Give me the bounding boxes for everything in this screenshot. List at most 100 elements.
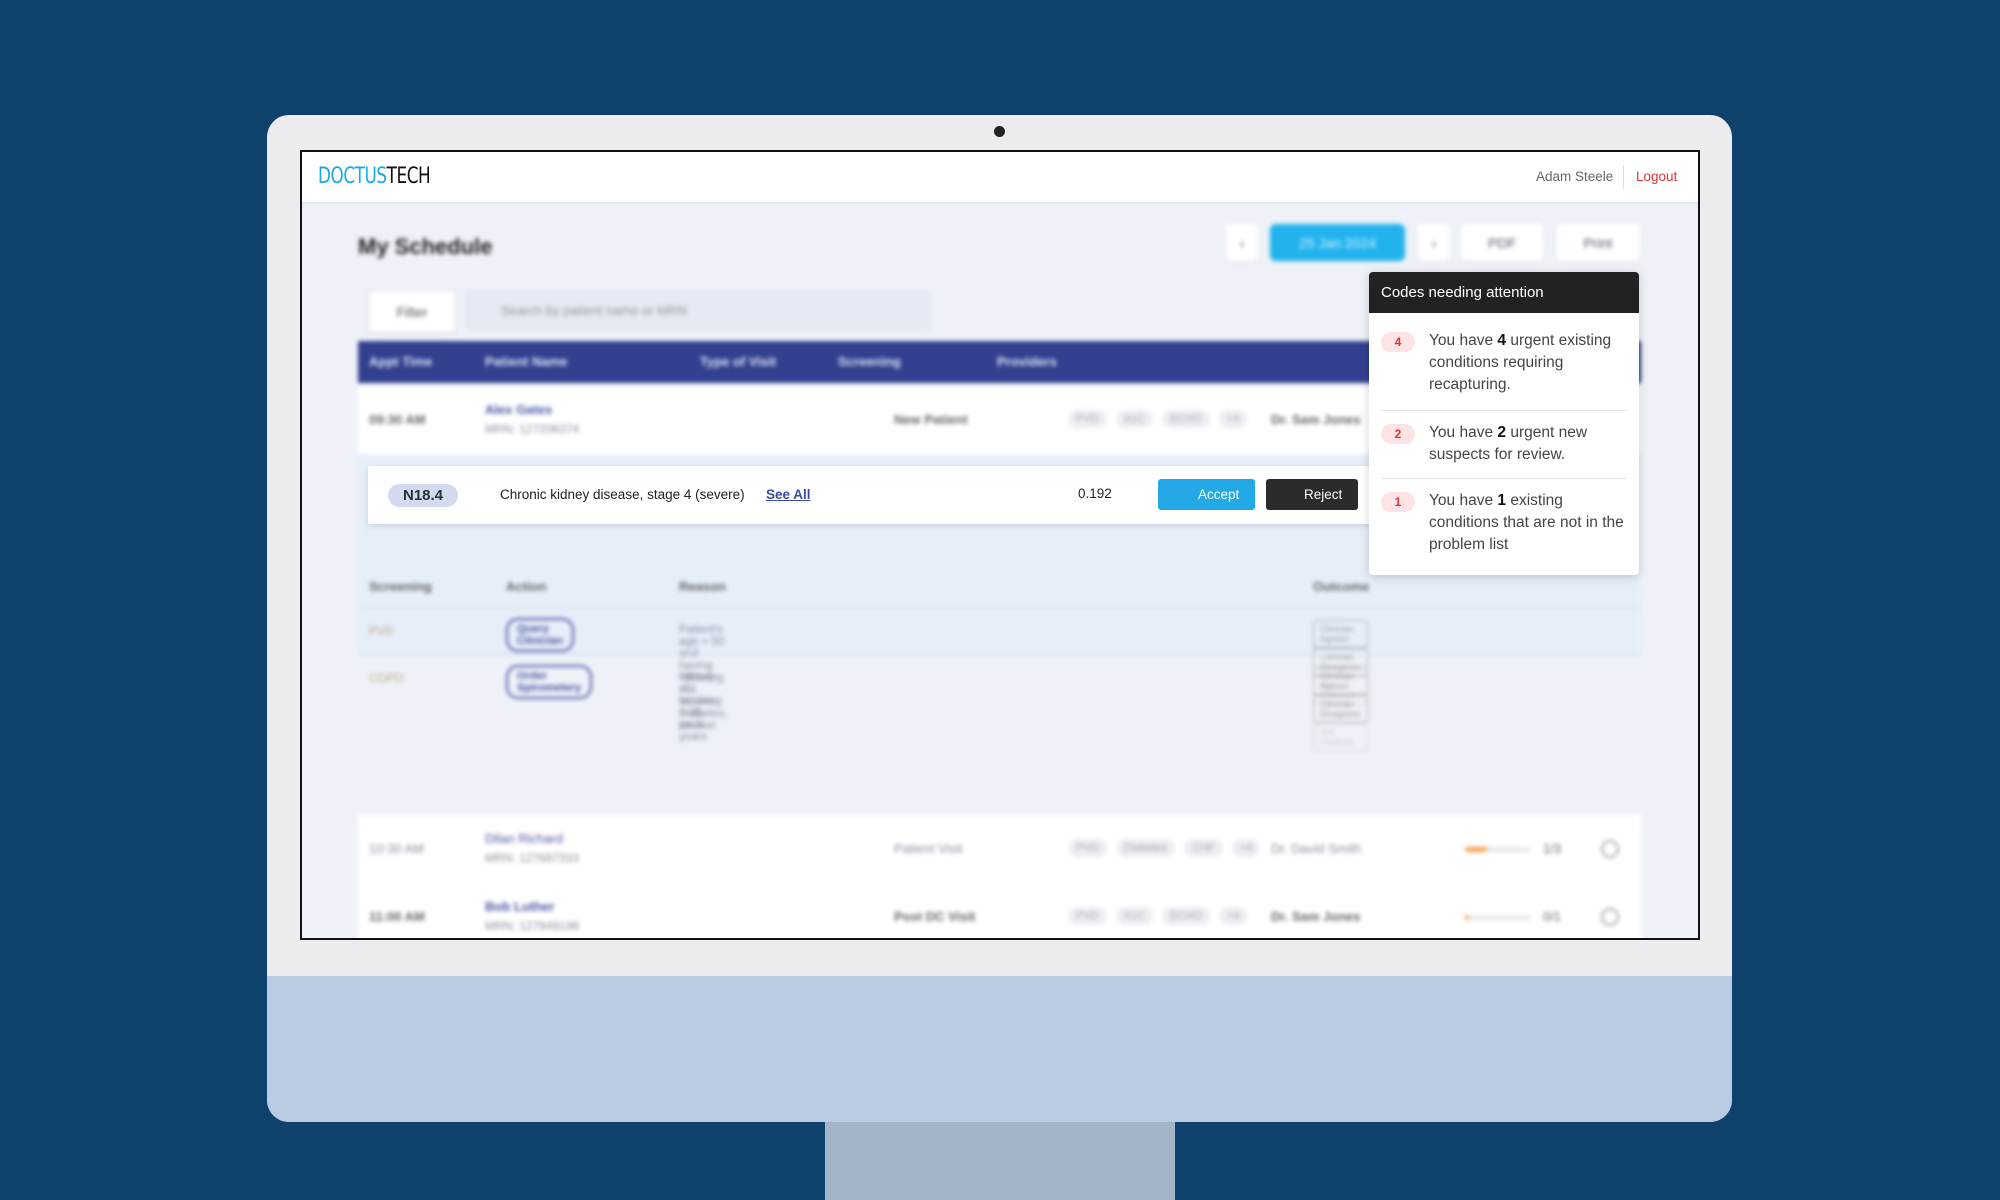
visit-type: New Patient xyxy=(894,412,968,427)
screening-tag: CHF xyxy=(1184,839,1223,857)
date-button[interactable]: 25 Jan 2024 xyxy=(1270,224,1405,261)
patient-name[interactable]: Bob Luther xyxy=(485,899,555,914)
text-prefix: You have xyxy=(1429,424,1494,441)
popup-divider xyxy=(1381,410,1627,411)
text-count: 4 xyxy=(1497,332,1507,349)
popup-item-text: You have 4 urgent existing conditions re… xyxy=(1429,330,1627,396)
outcome-button[interactable]: Clinician Disagrees xyxy=(1313,695,1368,723)
progress-track xyxy=(1465,847,1531,852)
progress-fill xyxy=(1465,847,1487,852)
action-pill[interactable]: Order Spirometery xyxy=(506,665,593,699)
attention-popup: Codes needing attention 4 You have 4 urge… xyxy=(1369,272,1639,575)
filter-button[interactable]: Filter xyxy=(368,290,456,333)
column-header: Screening xyxy=(838,354,901,369)
provider: Dr. Sam Jones xyxy=(1271,909,1361,924)
column-header: Type of Visit xyxy=(700,354,777,369)
progress-fill xyxy=(1465,915,1468,920)
mrn: MRN: 127949198 xyxy=(485,919,580,933)
patient-name[interactable]: Alex Gates xyxy=(485,402,553,417)
text-suffix: existing conditions that are not in the … xyxy=(1429,492,1624,553)
sub-column-header: Reason xyxy=(679,579,726,594)
text-count: 2 xyxy=(1497,424,1507,441)
reason: History of smoking > 20 pack years xyxy=(679,671,722,743)
logo-right: TECH xyxy=(386,164,431,189)
sub-column-header: Screening xyxy=(369,579,432,594)
text-prefix: You have xyxy=(1429,492,1494,509)
screening-tag: A1C xyxy=(1115,410,1154,428)
reason: Patient's age > 50 and having following … xyxy=(679,624,728,732)
popup-title: Codes needing attention xyxy=(1369,272,1639,313)
accept-button[interactable]: Accept xyxy=(1158,479,1255,510)
provider: Dr. David Smith xyxy=(1271,841,1362,856)
row-action[interactable] xyxy=(1601,908,1619,926)
screening-tag: +4 xyxy=(1231,839,1261,857)
outcome-button[interactable]: Not Ordered xyxy=(1313,723,1368,751)
search-input[interactable]: Search by patient name or MRN xyxy=(465,290,931,331)
patient-name[interactable]: Dilan Richard xyxy=(485,831,564,846)
camera xyxy=(994,126,1005,137)
logo-left: DOCTUS xyxy=(318,164,387,189)
content: My Schedule ‹ 25 Jan 2024 › PDF Print Fi… xyxy=(302,202,1698,938)
table-row: 11:00 AM Bob Luther MRN: 127949198 Post DC … xyxy=(358,883,1641,938)
code-pill: N18.4 xyxy=(388,484,458,507)
screening-tag: ECHO xyxy=(1162,410,1210,428)
prev-button[interactable]: ‹ xyxy=(1226,224,1258,261)
outcome-button[interactable]: Clinician Agrees xyxy=(1313,620,1368,648)
screening-tag: PVD xyxy=(1068,907,1107,925)
screening-tag: PVD xyxy=(1068,839,1107,857)
visit-type: Patient Visit xyxy=(894,841,963,856)
tags: PVD A1C ECHO +4 xyxy=(1068,409,1256,428)
mrn: MRN: 127687333 xyxy=(485,851,580,865)
column-header: Providers xyxy=(997,354,1057,369)
screening-tag: Diabetes xyxy=(1115,839,1176,857)
mrn: MRN: 127206374 xyxy=(485,422,580,436)
pdf-button[interactable]: PDF xyxy=(1461,224,1543,261)
logout[interactable]: Logout xyxy=(1636,169,1678,184)
tags: PVD Diabetes CHF +4 xyxy=(1068,838,1269,857)
count-badge: 1 xyxy=(1381,492,1415,512)
code-card: N18.4 Chronic kidney disease, stage 4 (s… xyxy=(368,466,1468,524)
text-prefix: You have xyxy=(1429,332,1494,349)
logo: DOCTUSTECH xyxy=(318,164,431,189)
outcome-button[interactable]: Clinician Agrees xyxy=(1313,667,1368,695)
visit-type: Post DC Visit xyxy=(894,909,976,924)
popup-divider xyxy=(1381,478,1627,479)
tags: PVD A1C ECHO +4 xyxy=(1068,906,1256,925)
screening-tag: A1C xyxy=(1115,907,1154,925)
progress-label: 1/3 xyxy=(1543,841,1562,856)
provider: Dr. Sam Jones xyxy=(1271,412,1361,427)
score: 0.192 xyxy=(1078,486,1112,501)
sub-row-line xyxy=(358,654,1641,655)
screen: DOCTUSTECH Adam Steele Logout My Schedul… xyxy=(300,150,1700,940)
reject-button[interactable]: Reject xyxy=(1266,479,1358,510)
count-badge: 2 xyxy=(1381,424,1415,444)
screening-tag: +4 xyxy=(1218,410,1248,428)
appt-time: 11:00 AM xyxy=(369,909,425,924)
sub-row-line xyxy=(358,607,1641,608)
divider xyxy=(1623,165,1624,189)
row-action[interactable] xyxy=(1601,840,1619,858)
see-all-link[interactable]: See All xyxy=(766,487,811,502)
popup-item-text: You have 2 urgent new suspects for revie… xyxy=(1429,422,1627,466)
appt-time: 09:30 AM xyxy=(369,412,426,427)
sub-column-header: Action xyxy=(506,579,547,594)
user-name[interactable]: Adam Steele xyxy=(1536,169,1614,184)
appt-time: 10:30 AM xyxy=(369,841,424,856)
header: DOCTUSTECH Adam Steele Logout xyxy=(302,152,1698,202)
action-pill[interactable]: Query Clinician xyxy=(506,618,574,652)
monitor-chin xyxy=(267,976,1732,1122)
column-header: Appt Time xyxy=(369,354,433,369)
progress-label: 0/1 xyxy=(1543,909,1562,924)
popup-item-text: You have 1 existing conditions that are … xyxy=(1429,490,1627,556)
screening-tag: PVD xyxy=(1068,410,1107,428)
screening-tag: ECHO xyxy=(1162,907,1210,925)
print-button[interactable]: Print xyxy=(1556,224,1640,261)
column-header: Patient Name xyxy=(485,354,568,369)
text-suffix: urgent existing conditions requiring rec… xyxy=(1429,332,1612,393)
sub-column-header: Outcome xyxy=(1313,579,1370,594)
text-suffix: urgent new suspects for review. xyxy=(1429,424,1588,463)
next-button[interactable]: › xyxy=(1418,224,1450,261)
outcomes: Clinician AgreesClinician DisagreesNot O… xyxy=(1313,667,1376,751)
table-row: 10:30 AM Dilan Richard MRN: 127687333 Patie… xyxy=(358,815,1641,883)
